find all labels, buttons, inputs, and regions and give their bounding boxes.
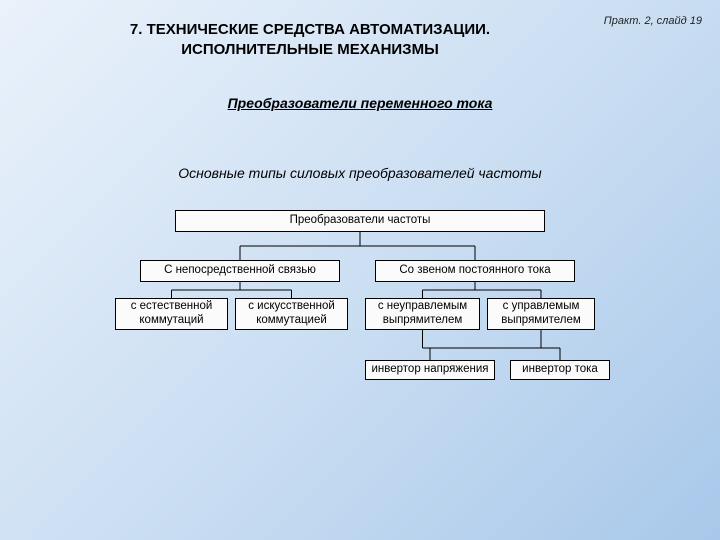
title-line-2: ИСПОЛНИТЕЛЬНЫЕ МЕХАНИЗМЫ xyxy=(181,41,439,58)
tree-node-l1: с естественной коммутаций xyxy=(115,298,228,330)
slide-label: Практ. 2, слайд 19 xyxy=(604,15,702,27)
page-title: 7. ТЕХНИЧЕСКИЕ СРЕДСТВА АВТОМАТИЗАЦИИ. И… xyxy=(80,20,540,61)
tree-node-b1: инвертор напряжения xyxy=(365,360,495,380)
section-heading: Основные типы силовых преобразователей ч… xyxy=(0,165,720,181)
tree-diagram: Преобразователи частоты С непосредственно… xyxy=(0,200,720,500)
tree-node-b2: инвертор тока xyxy=(510,360,610,380)
subtitle: Преобразователи переменного тока xyxy=(0,95,720,111)
tree-node-r2: с управлемым выпрямителем xyxy=(487,298,595,330)
tree-node-left: С непосредственной связью xyxy=(140,260,340,282)
tree-node-l2: с искусственной коммутацией xyxy=(235,298,348,330)
tree-node-root: Преобразователи частоты xyxy=(175,210,545,232)
tree-node-r1: с неуправлемым выпрямителем xyxy=(365,298,480,330)
title-line-1: 7. ТЕХНИЧЕСКИЕ СРЕДСТВА АВТОМАТИЗАЦИИ. xyxy=(130,21,490,38)
tree-connectors xyxy=(0,200,720,500)
tree-node-right: Со звеном постоянного тока xyxy=(375,260,575,282)
